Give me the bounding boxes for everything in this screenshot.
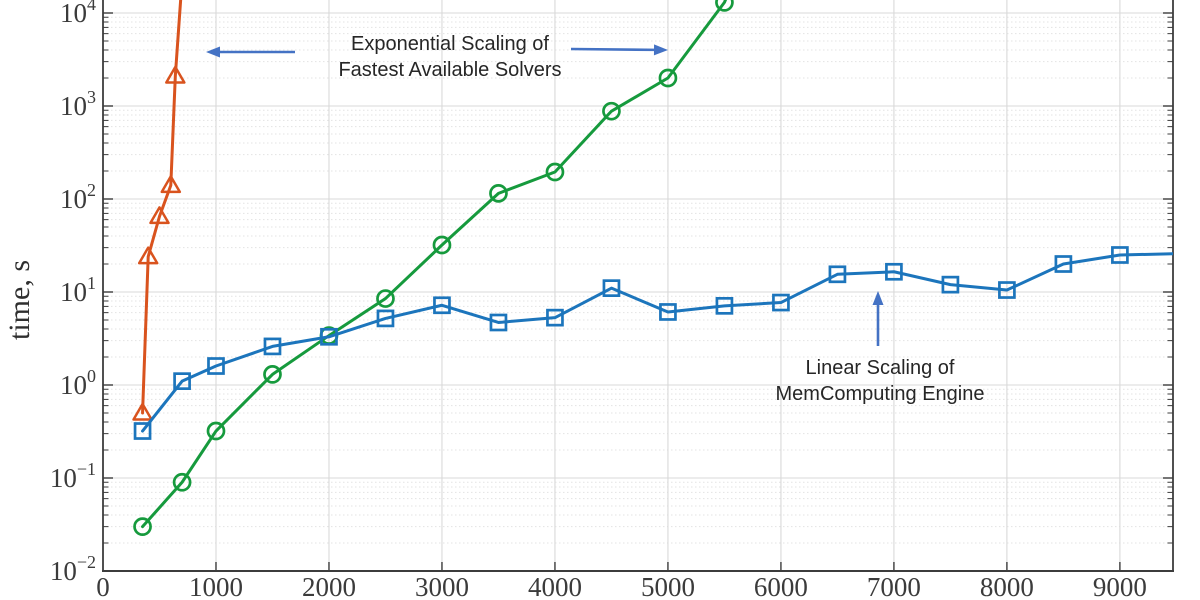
triangle-marker: [160, 175, 182, 194]
x-tick-label: 7000: [867, 572, 921, 600]
annotation-linear-scaling: Linear Scaling of MemComputing Engine: [754, 355, 1006, 407]
x-tick-label: 2000: [302, 572, 356, 600]
square-marker: [263, 337, 282, 356]
arrow-head: [872, 291, 884, 305]
x-tick-label: 1000: [189, 572, 243, 600]
series-group: [132, 0, 1195, 536]
circle-marker: [263, 365, 282, 384]
annotation-exponential-scaling: Exponential Scaling of Fastest Available…: [325, 31, 575, 83]
circle-marker: [172, 472, 192, 492]
annotation-arrows: [206, 44, 884, 346]
triangle-marker: [132, 402, 153, 421]
square-marker: [941, 275, 960, 294]
annotation-line: Exponential Scaling of: [351, 33, 549, 55]
series-memcomputing-engine-markers: [133, 246, 1195, 440]
square-marker: [207, 357, 225, 375]
y-axis-title: time, s: [3, 260, 36, 340]
x-tick-label: 6000: [754, 572, 808, 600]
square-marker: [772, 293, 790, 312]
square-marker: [376, 309, 395, 328]
x-tick-label: 4000: [528, 572, 582, 600]
y-tick-label: 104: [60, 0, 96, 28]
circle-marker: [376, 289, 395, 308]
triangle-marker: [149, 206, 170, 225]
square-marker: [998, 281, 1016, 299]
circle-marker: [432, 235, 452, 255]
square-marker: [828, 265, 847, 284]
square-marker: [173, 372, 191, 391]
arrow-head: [653, 44, 668, 56]
x-tick-label: 0: [96, 572, 110, 600]
grid: [103, 0, 1173, 571]
triangle-marker: [137, 246, 159, 265]
annotation-line: Fastest Available Solvers: [338, 59, 562, 81]
y-tick-label: 100: [60, 366, 96, 400]
square-marker: [659, 303, 677, 321]
triangle-marker: [165, 65, 186, 84]
axes-spines: [102, 0, 1174, 572]
circle-marker: [489, 184, 508, 203]
annotation-line: Linear Scaling of: [805, 357, 955, 379]
x-tick-label: 3000: [415, 572, 469, 600]
circle-marker: [206, 421, 226, 441]
y-tick-label: 102: [60, 180, 96, 214]
x-tick-label: 8000: [980, 572, 1034, 600]
square-marker: [715, 296, 734, 315]
arrow-head: [206, 46, 220, 58]
y-tick-label: 10−2: [50, 552, 96, 586]
annotation-line: MemComputing Engine: [775, 383, 985, 405]
y-tick-label: 10−1: [50, 459, 96, 493]
axis-labels: 0 1000 2000 3000 4000 5000 6000 7000 8000 9000 104…: [3, 0, 1147, 600]
arrow-shaft: [570, 47, 657, 52]
square-marker: [602, 279, 621, 298]
x-tick-label: 5000: [641, 572, 695, 600]
square-marker: [433, 296, 451, 315]
square-marker: [133, 422, 152, 440]
y-tick-label: 101: [60, 273, 96, 307]
circle-marker: [658, 68, 678, 88]
circle-marker: [133, 517, 152, 536]
series-fastest-solver-triangles-markers: [132, 65, 186, 421]
square-marker: [1054, 255, 1073, 273]
circle-marker: [715, 0, 734, 12]
circle-marker: [545, 162, 565, 182]
square-marker: [885, 262, 903, 281]
square-marker: [1180, 246, 1195, 261]
x-tick-label: 9000: [1093, 572, 1147, 600]
series-memcomputing-engine-line: [141, 252, 1173, 433]
y-tick-label: 103: [60, 87, 96, 121]
square-marker: [546, 308, 564, 327]
series-fastest-solver-triangles-line: [141, 0, 183, 415]
square-marker: [1111, 246, 1129, 264]
series-fastest-solver-circles-line: [141, 0, 728, 529]
circle-marker: [602, 101, 621, 121]
square-marker: [320, 327, 338, 346]
square-marker: [489, 313, 508, 332]
